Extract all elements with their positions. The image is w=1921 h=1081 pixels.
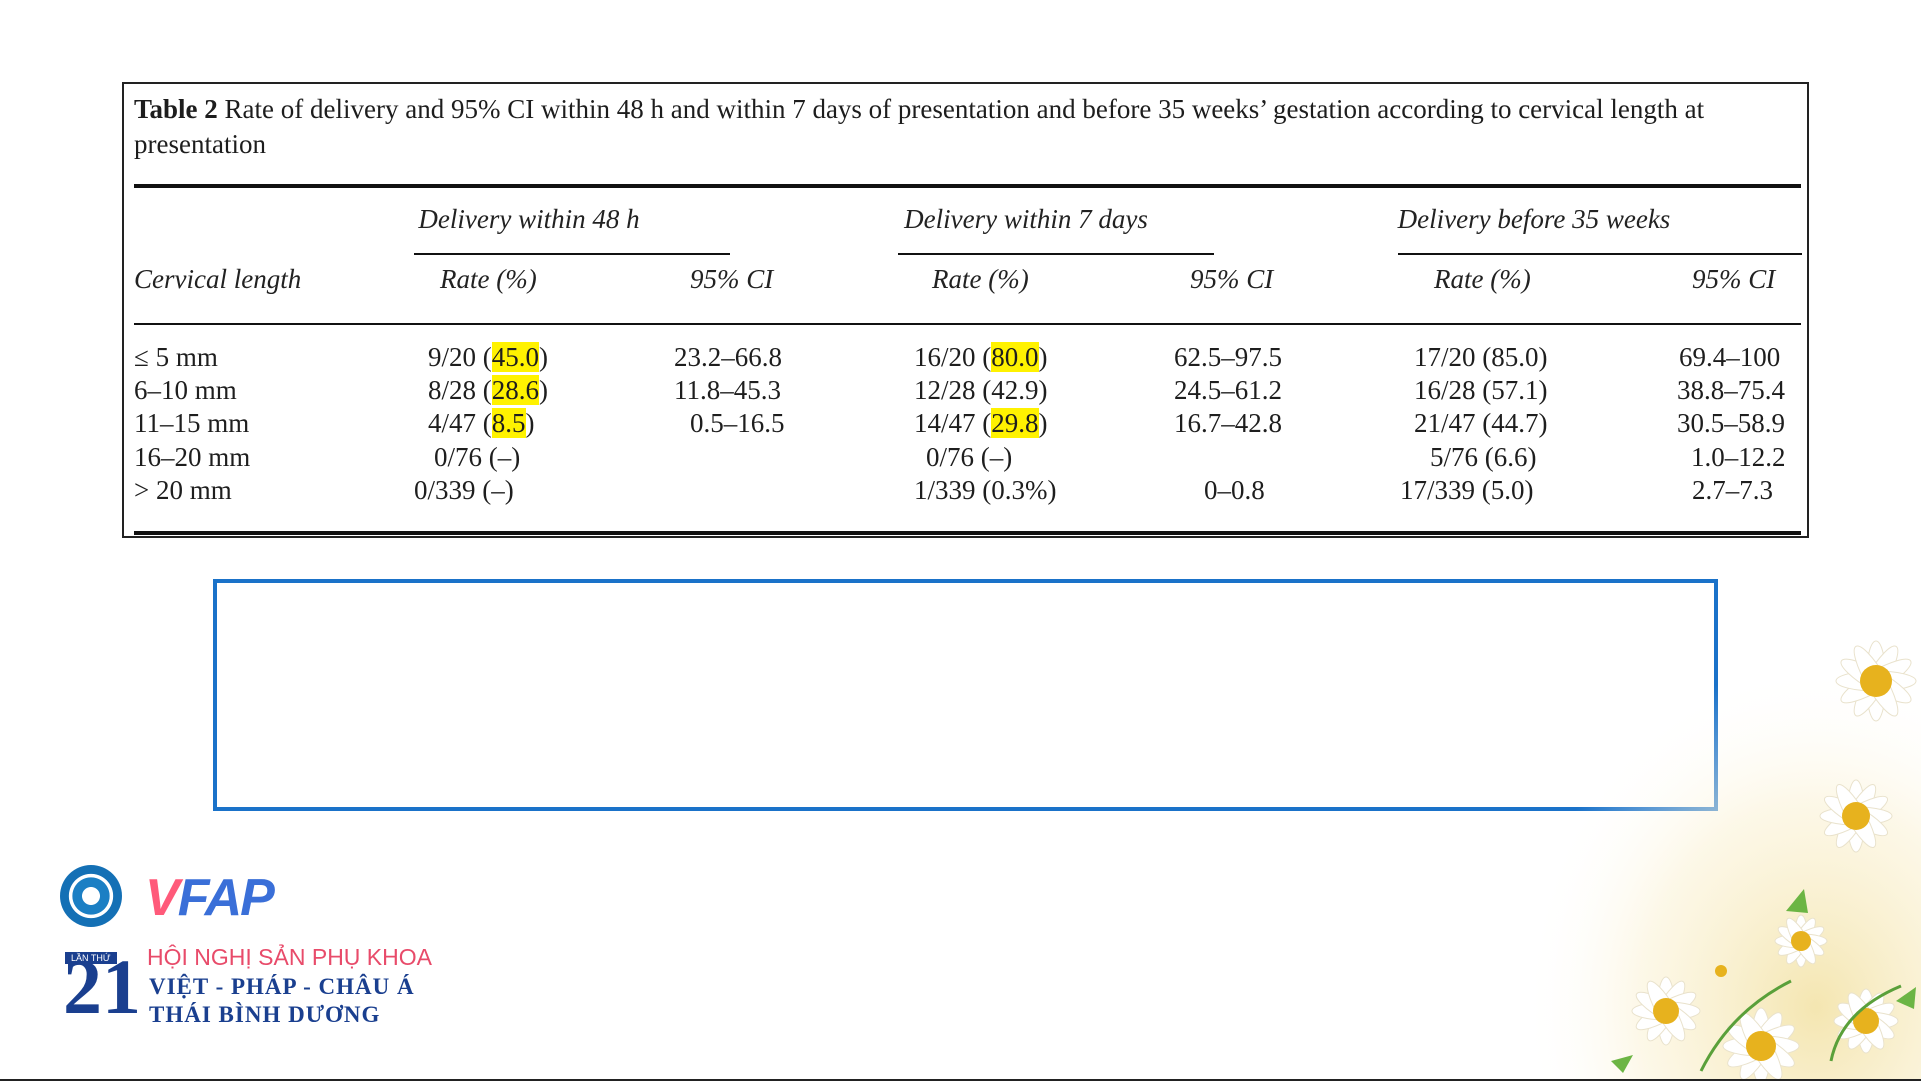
ci-35weeks: 30.5–58.9: [1677, 408, 1785, 438]
row-header: Cervical length: [134, 264, 302, 294]
caption-label: Table 2: [134, 94, 218, 124]
rate-7days: 0/76 (–): [926, 442, 1013, 472]
rate-7days: 1/339 (0.3%): [914, 475, 1057, 505]
empty-text-box: [213, 579, 1718, 811]
group-underline-48h: [414, 253, 730, 255]
group-header-48h: Delivery within 48 h: [418, 204, 640, 234]
table-image: Table 2 Rate of delivery and 95% CI with…: [122, 82, 1809, 538]
rate-48h: 8/28 (28.6): [428, 375, 548, 405]
header-rule: [134, 323, 1801, 325]
rate-35weeks: 17/339 (5.0): [1400, 475, 1534, 505]
bottom-border: [0, 1079, 1921, 1081]
table-caption: Table 2 Rate of delivery and 95% CI with…: [134, 92, 1794, 162]
subheader-ci-48h: 95% CI: [690, 264, 774, 294]
rate-48h: 0/339 (–): [414, 475, 514, 505]
group-header-35weeks: Delivery before 35 weeks: [1397, 204, 1671, 234]
subheader-rate-7days: Rate (%): [932, 264, 1029, 294]
row-length: ≤ 5 mm: [134, 342, 218, 372]
bottom-rule: [134, 531, 1801, 535]
row-length: 16–20 mm: [134, 442, 251, 472]
ci-35weeks: 1.0–12.2: [1691, 442, 1786, 472]
ci-35weeks: 38.8–75.4: [1677, 375, 1785, 405]
group-underline-35weeks: [1398, 253, 1802, 255]
ci-48h: 11.8–45.3: [674, 375, 781, 405]
rate-48h: 4/47 (8.5): [428, 408, 535, 438]
rate-48h: 0/76 (–): [434, 442, 521, 472]
ci-48h: 0.5–16.5: [690, 408, 785, 438]
top-rule: [134, 184, 1801, 188]
ci-7days: 0–0.8: [1204, 475, 1265, 505]
ci-7days: 62.5–97.5: [1174, 342, 1282, 372]
rate-35weeks: 5/76 (6.6): [1430, 442, 1537, 472]
conference-name-line1: HỘI NGHỊ SẢN PHỤ KHOA: [147, 944, 432, 970]
rate-7days: 14/47 (29.8): [914, 408, 1048, 438]
rate-48h: 9/20 (45.0): [428, 342, 548, 372]
daisy-decoration-icon: [1501, 591, 1921, 1081]
society-emblem-icon: [60, 865, 122, 927]
rate-7days: 12/28 (42.9): [914, 375, 1048, 405]
group-header-7days: Delivery within 7 days: [904, 204, 1148, 234]
conference-logo: VFAP 21 LẦN THỨ HỘI NGHỊ SẢN PHỤ KHOA VI…: [55, 860, 475, 1040]
subheader-rate-48h: Rate (%): [440, 264, 537, 294]
rate-7days: 16/20 (80.0): [914, 342, 1048, 372]
row-length: 11–15 mm: [134, 408, 250, 438]
ci-7days: 16.7–42.8: [1174, 408, 1282, 438]
caption-text: Rate of delivery and 95% CI within 48 h …: [134, 94, 1705, 159]
edition-label: LẦN THỨ: [65, 952, 117, 964]
row-length: > 20 mm: [134, 475, 232, 505]
ci-48h: 23.2–66.8: [674, 342, 782, 372]
ci-35weeks: 69.4–100: [1679, 342, 1781, 372]
group-underline-7days: [898, 253, 1214, 255]
ci-7days: 24.5–61.2: [1174, 375, 1282, 405]
conference-name-line2: VIỆT - PHÁP - CHÂU Á: [149, 974, 415, 999]
row-length: 6–10 mm: [134, 375, 237, 405]
rate-35weeks: 21/47 (44.7): [1414, 408, 1548, 438]
subheader-rate-35weeks: Rate (%): [1434, 264, 1531, 294]
conference-name-line3: THÁI BÌNH DƯƠNG: [149, 1002, 381, 1027]
vfap-logo: VFAP: [145, 869, 275, 927]
subheader-ci-35weeks: 95% CI: [1692, 264, 1776, 294]
subheader-ci-7days: 95% CI: [1190, 264, 1274, 294]
rate-35weeks: 17/20 (85.0): [1414, 342, 1548, 372]
rate-35weeks: 16/28 (57.1): [1414, 375, 1548, 405]
ci-35weeks: 2.7–7.3: [1692, 475, 1773, 505]
